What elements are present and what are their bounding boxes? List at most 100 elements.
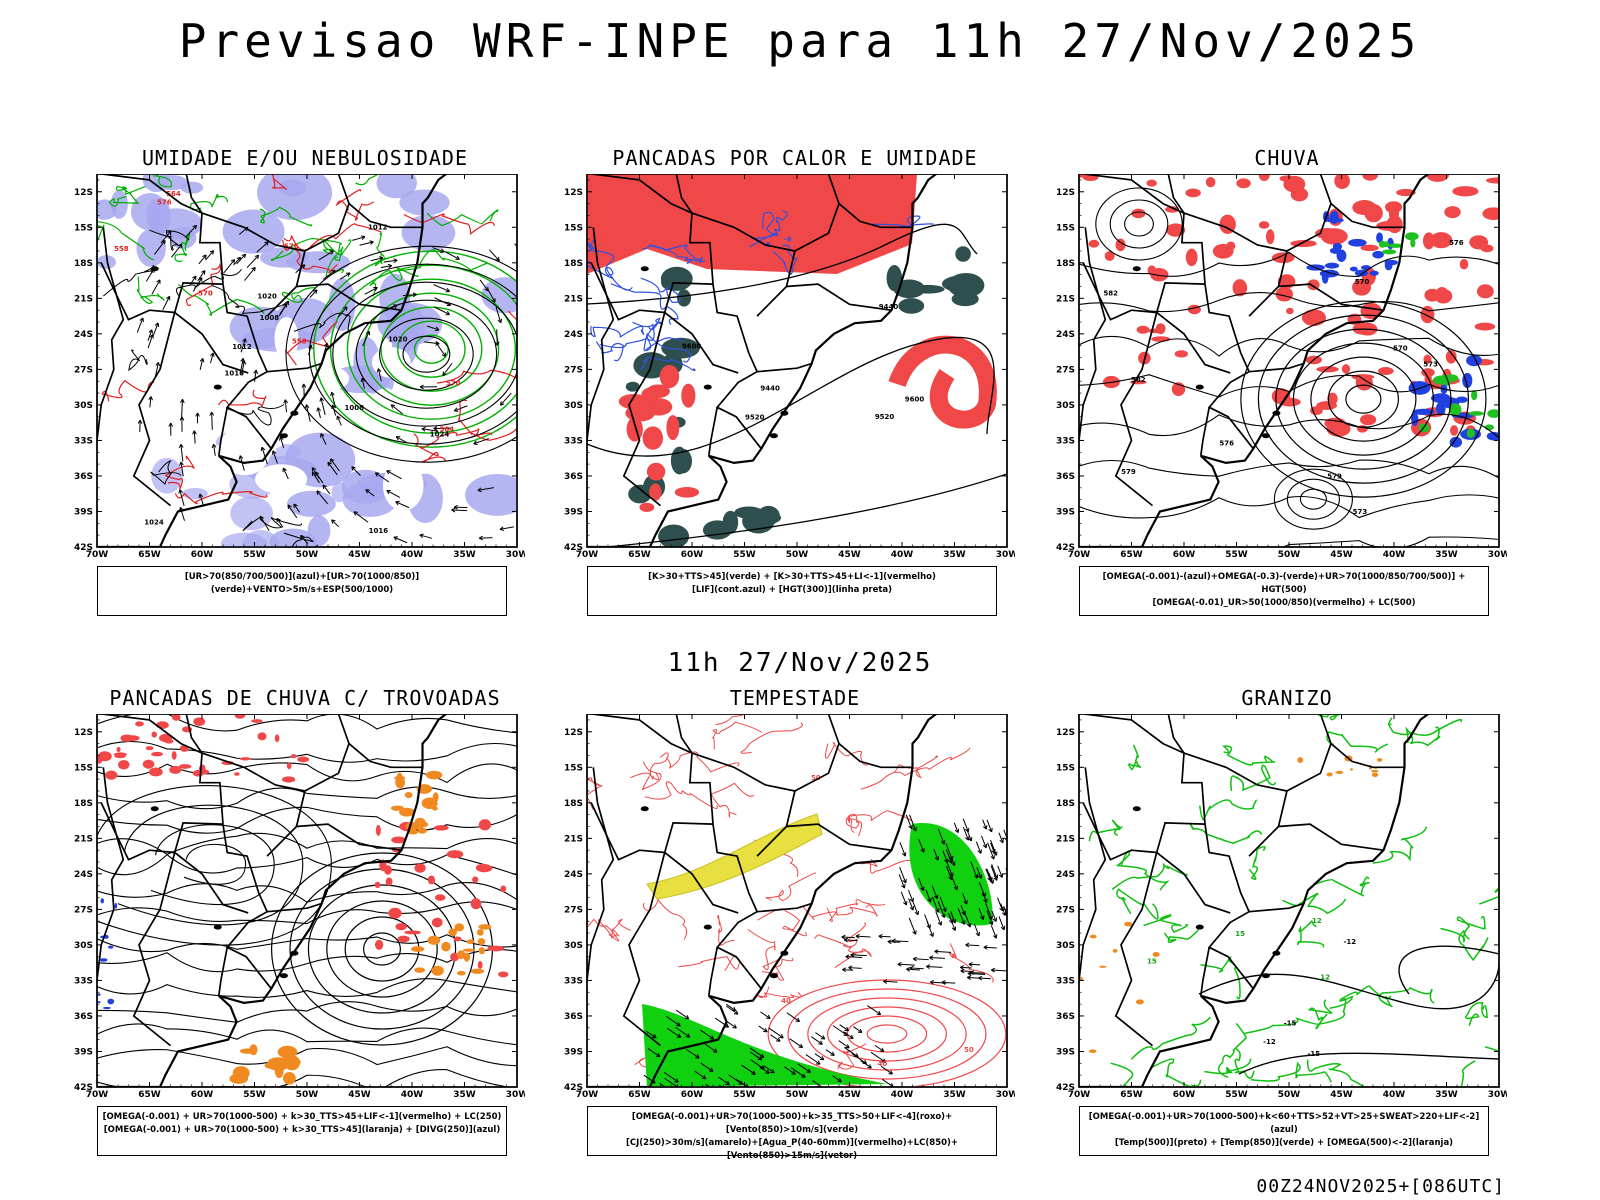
field-patch [1449, 436, 1463, 448]
contour-line [1248, 845, 1266, 881]
contour-line [1151, 1058, 1202, 1087]
lon-tick-label: 60W [681, 550, 704, 560]
lake-mark [769, 973, 778, 979]
lon-tick-label: 60W [191, 1090, 214, 1100]
field-patch [659, 364, 680, 389]
contour-value-label: 558 [292, 337, 307, 345]
wind-vector [179, 507, 185, 521]
lake-mark [213, 384, 222, 390]
contour-line [1095, 187, 1183, 261]
lat-tick-label: 42S [74, 543, 93, 553]
forecast-map: 50 50 40 40 12S 15S 18S 21S 24S 27S 30S 33S 36S 39S 42… [564, 714, 1015, 1100]
wind-vector [987, 842, 995, 860]
field-patch [1362, 174, 1378, 181]
contour-line [1296, 919, 1325, 948]
wind-vector [395, 436, 407, 444]
field-patch [1412, 408, 1435, 416]
wind-vector [675, 1009, 689, 1020]
contour-line [259, 206, 313, 227]
lat-tick-label: 39S [74, 507, 93, 517]
country-state-border [1319, 714, 1332, 744]
contour-line [380, 306, 483, 392]
contour-line [1405, 726, 1441, 747]
contour-line [285, 245, 517, 463]
contour-line [283, 532, 319, 547]
contour-line [1286, 478, 1340, 520]
wind-vector [897, 963, 915, 966]
field-patch [433, 825, 449, 831]
wind-vector [149, 396, 152, 408]
contour-line [150, 460, 182, 485]
lat-tick-label: 30S [1056, 941, 1075, 951]
lat-tick-label: 33S [74, 436, 93, 446]
field-patch [395, 923, 407, 931]
legend-line: [OMEGA(-0.01)_UR>50(1000/850)(vermelho) … [1152, 598, 1416, 608]
lat-tick-label: 12S [1056, 728, 1075, 738]
wind-vector [287, 504, 298, 519]
field-patch [222, 209, 285, 254]
contour-line [1372, 826, 1427, 864]
field-patch [1486, 431, 1499, 441]
lat-tick-label: 33S [74, 976, 93, 986]
field-patch [1484, 424, 1495, 431]
wind-vector [750, 1059, 765, 1070]
contour-line [190, 193, 228, 211]
streamline [1079, 251, 1499, 277]
lat-tick-label: 27S [1056, 365, 1075, 375]
wind-vector [256, 241, 269, 253]
wind-vector [968, 963, 981, 966]
field-patch [478, 819, 492, 831]
contour-line [164, 455, 195, 490]
wind-vector [741, 1064, 756, 1075]
lon-tick-label: 40W [1383, 1090, 1406, 1100]
field-patch [281, 776, 296, 783]
field-patch [388, 907, 402, 919]
contour-value-label: 576 [284, 243, 299, 251]
contour-line [587, 918, 620, 942]
wind-vector [887, 941, 901, 943]
lon-tick-label: 40W [401, 1090, 424, 1100]
field-patch [1335, 770, 1344, 774]
country-state-border [757, 362, 812, 373]
wind-vector [233, 256, 241, 266]
wind-vector [151, 279, 161, 295]
field-patch [457, 950, 466, 960]
streamline [97, 762, 517, 784]
contour-line [587, 238, 615, 277]
wind-vector [962, 893, 968, 905]
lat-tick-label: 33S [1056, 976, 1075, 986]
contour-line [1257, 314, 1469, 484]
country-state-border [185, 714, 203, 754]
model-run-label: 00Z24NOV2025+[086UTC] [1256, 1176, 1505, 1197]
legend-line: [K>30+TTS>45](verde) + [K>30+TTS>45+LI<-… [648, 572, 936, 582]
contour-line [1124, 211, 1154, 237]
field-patch [1450, 425, 1459, 436]
wind-vector [380, 265, 392, 269]
lat-tick-label: 36S [1056, 1012, 1075, 1022]
wind-vector [909, 814, 917, 832]
contour-line [218, 389, 267, 407]
wind-vector [419, 534, 433, 539]
country-state-border [185, 174, 203, 214]
lat-tick-label: 42S [564, 1083, 583, 1093]
contour-value-label: 40 [781, 997, 791, 1005]
legend-line: [OMEGA(-0.001) + UR>70(1000-500) + k>30_… [103, 1125, 501, 1135]
field-patch [1301, 309, 1327, 327]
wind-vector [198, 254, 207, 265]
field-patch [1388, 243, 1403, 248]
lake-mark [703, 384, 712, 390]
field-patch [277, 1045, 298, 1059]
field-patch [99, 958, 108, 962]
country-state-border [1114, 312, 1158, 507]
lat-tick-label: 33S [564, 976, 583, 986]
streamline [97, 1023, 517, 1046]
field-patch [1487, 409, 1499, 418]
field-patch [649, 483, 662, 501]
field-patch [641, 387, 661, 401]
wind-vector [945, 860, 954, 877]
wind-vector [205, 250, 214, 261]
field-patch [269, 528, 317, 547]
coastline [1079, 714, 1430, 1087]
field-patch [156, 721, 169, 729]
lat-tick-label: 33S [564, 436, 583, 446]
